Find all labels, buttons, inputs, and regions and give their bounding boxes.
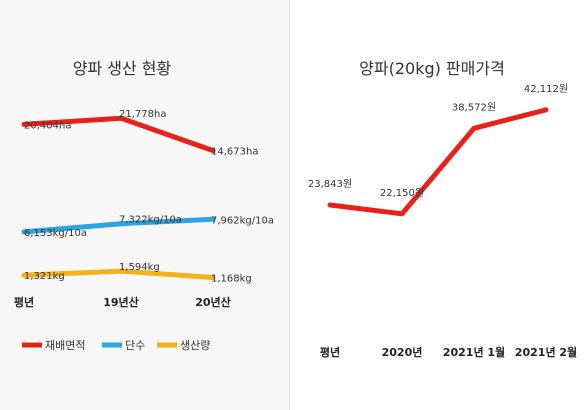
series-line-production <box>21 268 216 280</box>
x-tick-average: 평년 <box>14 295 34 309</box>
x-tick-2020: 2020년 <box>382 345 423 359</box>
price-chart-panel: 양파(20kg) 판매가격 23,843원 22,150원 38,572원 42,11… <box>290 0 586 410</box>
data-label-production: 1,168kg <box>211 274 252 285</box>
data-label-price: 23,843원 <box>308 178 352 190</box>
data-label-area: 14,673ha <box>211 147 258 158</box>
price-chart: 양파(20kg) 판매가격 23,843원 22,150원 38,572원 42,11… <box>308 59 577 359</box>
legend-label-yield: 단수 <box>125 339 145 352</box>
production-chart: 양파 생산 현황 20,404ha 21,778ha 14,673ha 6,153kg… <box>14 59 274 352</box>
legend: 재배면적 단수 생산량 <box>22 339 210 352</box>
data-label-yield: 6,153kg/10a <box>24 228 87 239</box>
data-label-yield: 7,962kg/10a <box>211 215 274 226</box>
legend-label-area: 재배면적 <box>45 339 85 352</box>
x-tick-2019: 19년산 <box>103 295 139 309</box>
data-label-price: 42,112원 <box>524 83 568 95</box>
data-label-area: 21,778ha <box>119 109 166 120</box>
production-chart-title: 양파 생산 현황 <box>73 59 172 78</box>
data-label-area: 20,404ha <box>24 120 71 131</box>
data-label-production: 1,594kg <box>119 262 160 273</box>
x-tick-average: 평년 <box>320 345 340 359</box>
x-tick-2020: 20년산 <box>195 295 231 309</box>
series-line-yield <box>21 216 216 235</box>
series-line-area <box>21 115 216 154</box>
x-tick-2021-jan: 2021년 1월 <box>443 345 505 359</box>
panel-divider <box>289 0 290 410</box>
data-label-price: 22,150원 <box>380 187 424 199</box>
production-chart-panel: 양파 생산 현황 20,404ha 21,778ha 14,673ha 6,153kg… <box>0 0 290 410</box>
data-label-price: 38,572원 <box>452 101 496 113</box>
series-line-price <box>327 107 549 217</box>
data-label-yield: 7,322kg/10a <box>119 215 182 226</box>
x-tick-2021-feb: 2021년 2월 <box>515 345 577 359</box>
legend-label-production: 생산량 <box>180 339 210 352</box>
data-label-production: 1,321kg <box>24 271 65 282</box>
price-chart-title: 양파(20kg) 판매가격 <box>359 59 505 78</box>
